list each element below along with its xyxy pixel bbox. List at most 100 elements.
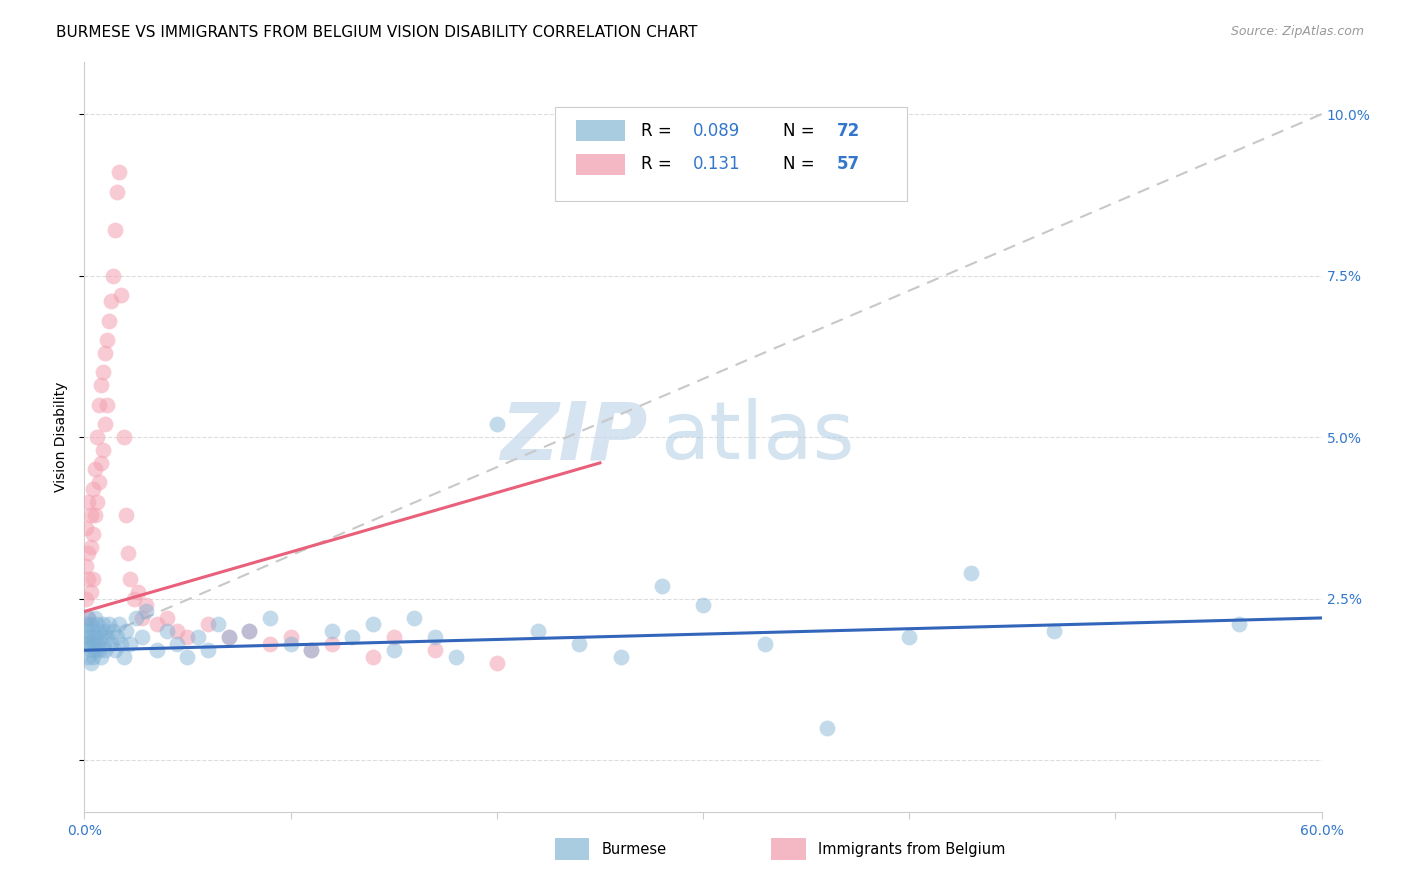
- Point: [86, 494, 108, 508]
- Text: 57: 57: [837, 155, 859, 173]
- Point: [86, 637, 108, 651]
- Point: [79, 656, 101, 670]
- Text: ZIP: ZIP: [501, 398, 647, 476]
- Point: [91, 637, 114, 651]
- Point: [280, 637, 302, 651]
- Point: [382, 643, 405, 657]
- Text: Immigrants from Belgium: Immigrants from Belgium: [818, 842, 1005, 857]
- Point: [527, 624, 550, 638]
- Point: [79, 585, 101, 599]
- Point: [135, 598, 157, 612]
- Point: [187, 630, 209, 644]
- Y-axis label: Vision Disability: Vision Disability: [53, 382, 67, 492]
- Point: [79, 643, 101, 657]
- Point: [105, 185, 128, 199]
- Text: Burmese: Burmese: [602, 842, 666, 857]
- Point: [166, 637, 188, 651]
- Point: [83, 643, 105, 657]
- Text: N =: N =: [783, 155, 820, 173]
- Point: [898, 630, 921, 644]
- Point: [423, 643, 446, 657]
- Point: [75, 617, 97, 632]
- Point: [131, 611, 153, 625]
- Point: [754, 637, 776, 651]
- Point: [87, 475, 110, 490]
- Point: [112, 430, 135, 444]
- Point: [321, 637, 343, 651]
- Point: [77, 546, 100, 560]
- Point: [82, 527, 104, 541]
- Point: [127, 585, 149, 599]
- Point: [86, 430, 108, 444]
- Point: [166, 624, 188, 638]
- Point: [87, 643, 110, 657]
- Point: [94, 346, 117, 360]
- Point: [75, 559, 97, 574]
- Point: [568, 637, 591, 651]
- Point: [197, 643, 219, 657]
- Point: [77, 572, 100, 586]
- Point: [197, 617, 219, 632]
- Point: [423, 630, 446, 644]
- Point: [86, 617, 108, 632]
- Point: [1227, 617, 1250, 632]
- Point: [156, 624, 179, 638]
- Point: [91, 617, 114, 632]
- Point: [100, 294, 122, 309]
- Point: [114, 508, 136, 522]
- Point: [87, 624, 110, 638]
- Text: 0.089: 0.089: [693, 121, 741, 140]
- Point: [118, 637, 141, 651]
- Point: [98, 314, 121, 328]
- Point: [259, 637, 281, 651]
- Point: [176, 630, 198, 644]
- Point: [90, 378, 112, 392]
- Point: [103, 268, 125, 283]
- Text: R =: R =: [641, 155, 682, 173]
- Point: [176, 649, 198, 664]
- Point: [79, 540, 101, 554]
- Bar: [554, 838, 589, 861]
- Point: [114, 624, 136, 638]
- Point: [207, 617, 229, 632]
- Point: [82, 637, 104, 651]
- Point: [94, 417, 117, 432]
- Point: [280, 630, 302, 644]
- Point: [404, 611, 426, 625]
- Point: [77, 649, 100, 664]
- Point: [444, 649, 467, 664]
- Point: [125, 611, 148, 625]
- Point: [82, 649, 104, 664]
- Point: [79, 630, 101, 644]
- Point: [108, 617, 131, 632]
- Point: [382, 630, 405, 644]
- Text: N =: N =: [783, 121, 820, 140]
- Point: [75, 520, 97, 534]
- Point: [77, 637, 100, 651]
- Point: [100, 637, 122, 651]
- Text: R =: R =: [641, 121, 678, 140]
- Point: [90, 630, 112, 644]
- Point: [609, 649, 631, 664]
- Point: [79, 617, 101, 632]
- Bar: [770, 838, 806, 861]
- Point: [94, 643, 117, 657]
- Point: [361, 617, 384, 632]
- Point: [122, 591, 145, 606]
- Text: 72: 72: [837, 121, 860, 140]
- Point: [960, 566, 983, 580]
- Point: [77, 494, 100, 508]
- Point: [83, 462, 105, 476]
- Point: [118, 572, 141, 586]
- Point: [103, 624, 125, 638]
- Point: [815, 721, 838, 735]
- Point: [110, 637, 132, 651]
- Point: [131, 630, 153, 644]
- Point: [112, 649, 135, 664]
- Point: [91, 366, 114, 380]
- Point: [485, 656, 508, 670]
- Point: [96, 398, 118, 412]
- Text: 0.131: 0.131: [693, 155, 741, 173]
- Point: [321, 624, 343, 638]
- Point: [117, 546, 139, 560]
